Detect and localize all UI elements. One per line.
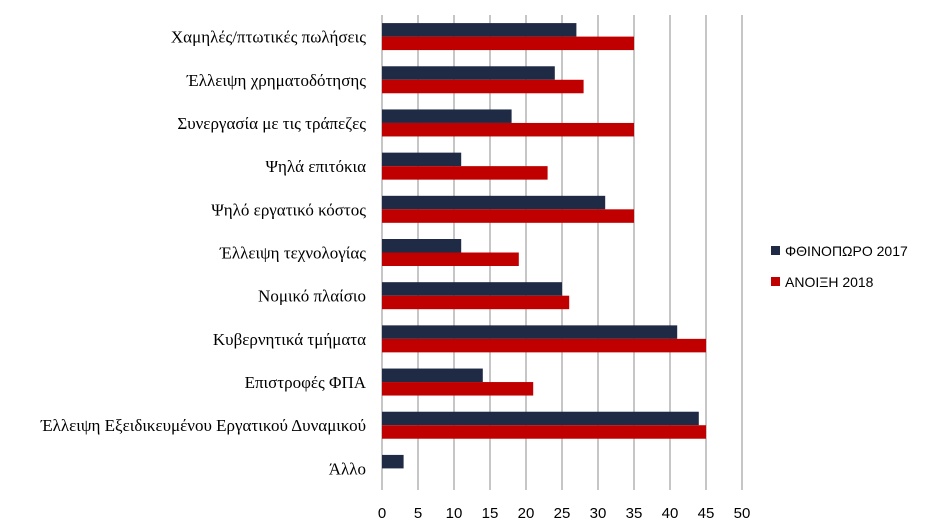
category-label: Έλλειψη χρηματοδότησης xyxy=(186,71,366,90)
bar-spring-2018 xyxy=(382,252,519,266)
category-label: Επιστροφές ΦΠΑ xyxy=(245,373,367,392)
bar-spring-2018 xyxy=(382,209,634,223)
bar-autumn-2017 xyxy=(382,195,606,210)
legend-label-spring-2018: ΑΝΟΙΞΗ 2018 xyxy=(785,273,874,290)
bar-spring-2018 xyxy=(382,36,634,51)
bar-spring-2018 xyxy=(382,295,570,310)
bar-autumn-2017 xyxy=(382,454,404,469)
bar-autumn-2017 xyxy=(382,368,483,383)
x-tick-label: 10 xyxy=(446,505,463,522)
bar-spring-2018 xyxy=(382,382,534,396)
bar-autumn-2017 xyxy=(382,239,462,253)
bar-autumn-2017 xyxy=(382,325,678,339)
bar-autumn-2017 xyxy=(382,152,462,167)
x-tick-label: 0 xyxy=(378,505,386,522)
legend-swatch-autumn-2017 xyxy=(771,246,780,255)
x-tick-label: 5 xyxy=(414,505,422,522)
category-label: Ψηλό εργατικό κόστος xyxy=(211,200,366,219)
category-label: Νομικό πλαίσιο xyxy=(258,287,366,306)
category-label: Ψηλά επιτόκια xyxy=(265,157,366,176)
x-tick-label: 50 xyxy=(734,505,751,522)
x-tick-label: 45 xyxy=(698,505,715,522)
category-label: Άλλο xyxy=(329,459,366,478)
x-tick-label: 35 xyxy=(626,505,643,522)
legend-label-autumn-2017: ΦΘΙΝΟΠΩΡΟ 2017 xyxy=(785,242,908,259)
category-label: Κυβερνητικά τμήματα xyxy=(213,330,366,349)
legend-swatch-spring-2018 xyxy=(771,277,780,286)
bar-spring-2018 xyxy=(382,425,706,439)
category-label: Χαμηλές/πτωτικές πωλήσεις xyxy=(171,28,366,47)
category-label: Έλλειψη Εξειδικευμένου Εργατικού Δυναμικ… xyxy=(40,416,366,435)
bar-autumn-2017 xyxy=(382,282,562,296)
bar-spring-2018 xyxy=(382,338,706,353)
bar-spring-2018 xyxy=(382,166,548,180)
legend: ΦΘΙΝΟΠΩΡΟ 2017 ΑΝΟΙΞΗ 2018 xyxy=(771,241,908,303)
x-tick-label: 30 xyxy=(590,505,607,522)
legend-item-autumn-2017: ΦΘΙΝΟΠΩΡΟ 2017 xyxy=(771,241,908,260)
bar-autumn-2017 xyxy=(382,109,512,123)
bar-autumn-2017 xyxy=(382,23,577,37)
category-label: Έλλειψη τεχνολογίας xyxy=(219,244,366,263)
bar-spring-2018 xyxy=(382,79,584,94)
bar-spring-2018 xyxy=(382,122,634,137)
x-tick-label: 15 xyxy=(482,505,499,522)
x-tick-label: 25 xyxy=(554,505,571,522)
x-tick-label: 40 xyxy=(662,505,679,522)
bar-autumn-2017 xyxy=(382,411,699,426)
x-tick-label: 20 xyxy=(518,505,535,522)
bar-autumn-2017 xyxy=(382,66,555,80)
legend-item-spring-2018: ΑΝΟΙΞΗ 2018 xyxy=(771,272,908,291)
category-label: Συνεργασία με τις τράπεζες xyxy=(177,114,366,133)
